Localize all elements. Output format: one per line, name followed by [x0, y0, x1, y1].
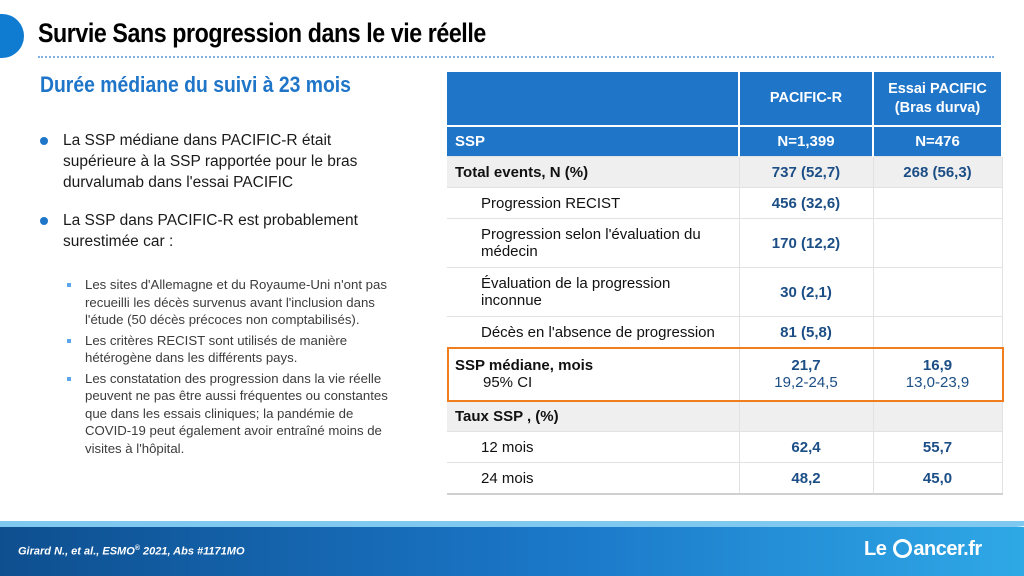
bullet-dot-icon [40, 137, 48, 145]
rate24-pacific-r: 48,2 [739, 462, 874, 495]
ssp-n-pacific-r: N=1,399 [739, 125, 874, 157]
table-row: Évaluation de la progression inconnue 30… [447, 267, 1003, 317]
row-value-pacific [873, 187, 1003, 219]
rate24-pacific: 45,0 [873, 462, 1003, 495]
total-events-pacific-r: 737 (52,7) [739, 156, 874, 188]
rate-label: Taux SSP , (%) [447, 400, 740, 432]
sub-bullet-item: Les sites d'Allemagne et du Royaume-Uni … [63, 276, 400, 329]
table-header-pacific-trial-line1: Essai PACIFIC [888, 80, 987, 97]
pfs-table: PACIFIC-R Essai PACIFIC (Bras durva) SSP… [447, 72, 1003, 495]
page-subtitle: Durée médiane du suivi à 23 mois [40, 72, 351, 97]
row-label: Progression RECIST [447, 187, 740, 219]
rate12-pacific-r: 62,4 [739, 431, 874, 463]
footer-bar [0, 527, 1024, 576]
table-row: Décès en l'absence de progression 81 (5,… [447, 316, 1003, 348]
table-row-rate: Taux SSP , (%) [447, 400, 1003, 432]
median-label: SSP médiane, mois [455, 357, 594, 374]
total-events-label: Total events, N (%) [447, 156, 740, 188]
rate24-label: 24 mois [447, 462, 740, 495]
sub-bullet-item: Les critères RECIST sont utilisés de man… [63, 332, 400, 367]
bullet-item: La SSP médiane dans PACIFIC-R était supé… [40, 130, 400, 193]
median-pacific-cell: 16,9 13,0-23,9 [873, 347, 1003, 401]
bullet-text: La SSP médiane dans PACIFIC-R était supé… [63, 132, 358, 191]
total-events-pacific: 268 (56,3) [873, 156, 1003, 188]
ssp-n-pacific: N=476 [873, 125, 1003, 157]
sub-bullet-item: Les constatation des progression dans la… [63, 370, 400, 458]
brand-text-b: ancer.fr [913, 538, 982, 560]
row-label: Évaluation de la progression inconnue [447, 267, 740, 317]
median-value-pacific: 16,9 [922, 357, 953, 374]
row-value-pacific [873, 218, 1003, 268]
table-row: Progression selon l'évaluation du médeci… [447, 218, 1003, 268]
ssp-label: SSP [447, 125, 740, 157]
row-value-pacific-r: 81 (5,8) [739, 316, 874, 348]
row-value-pacific [873, 267, 1003, 317]
median-label-cell: SSP médiane, mois 95% CI [447, 347, 740, 401]
table-row: Progression RECIST 456 (32,6) [447, 187, 1003, 219]
median-highlight-box [447, 347, 1004, 402]
citation: Girard N., et al., ESMO® 2021, Abs #1171… [18, 545, 245, 558]
rate-blank-1 [739, 400, 874, 432]
table-header-pacific-trial: Essai PACIFIC (Bras durva) [873, 72, 1003, 126]
citation-text-b: 2021, Abs #1171MO [139, 545, 245, 558]
citation-registered-mark: ® [134, 545, 140, 552]
corner-accent [0, 14, 24, 58]
row-label: Progression selon l'évaluation du médeci… [447, 218, 740, 268]
rate12-pacific: 55,7 [873, 431, 1003, 463]
table-header-blank [447, 72, 740, 126]
brand-circle-icon [893, 539, 913, 558]
row-value-pacific-r: 30 (2,1) [739, 267, 874, 317]
row-label: Décès en l'absence de progression [447, 316, 740, 348]
sub-bullet-square-icon [67, 376, 71, 381]
row-value-pacific-r: 170 (12,2) [739, 218, 874, 268]
brand-logo[interactable]: Le ancer.fr [864, 538, 982, 561]
sub-bullet-square-icon [67, 338, 71, 343]
ci-label: 95% CI [483, 374, 533, 391]
citation-text-a: Girard N., et al., ESMO [18, 545, 135, 558]
table-header-pacific-r: PACIFIC-R [739, 72, 874, 126]
row-value-pacific-r: 456 (32,6) [739, 187, 874, 219]
table-row-12-months: 12 mois 62,4 55,7 [447, 431, 1003, 463]
table-row-median-pfs: SSP médiane, mois 95% CI 21,7 19,2-24,5 … [447, 347, 1003, 401]
table-row-24-months: 24 mois 48,2 45,0 [447, 462, 1003, 495]
rate-blank-2 [873, 400, 1003, 432]
ci-value-pacific: 13,0-23,9 [905, 374, 970, 391]
sub-bullet-list: Les sites d'Allemagne et du Royaume-Uni … [63, 276, 400, 457]
page-title: Survie Sans progression dans le vie réel… [38, 18, 486, 48]
median-value-pacific-r: 21,7 [791, 357, 821, 374]
sub-bullet-text: Les constatation des progression dans la… [85, 370, 388, 456]
table-header-row: PACIFIC-R Essai PACIFIC (Bras durva) [447, 72, 1003, 126]
rate12-label: 12 mois [447, 431, 740, 463]
sub-bullet-square-icon [67, 283, 71, 287]
bullet-dot-icon [40, 217, 48, 225]
bullet-list: La SSP médiane dans PACIFIC-R était supé… [40, 130, 400, 460]
sub-bullet-text: Les sites d'Allemagne et du Royaume-Uni … [85, 277, 387, 327]
table-header-pacific-trial-line2: (Bras durva) [894, 99, 981, 116]
bullet-item: La SSP dans PACIFIC-R est probablement s… [40, 210, 400, 252]
table-row-total-events: Total events, N (%) 737 (52,7) 268 (56,3… [447, 156, 1003, 188]
title-divider [38, 56, 994, 58]
table-row-ssp: SSP N=1,399 N=476 [447, 125, 1003, 157]
bullet-text: La SSP dans PACIFIC-R est probablement s… [63, 212, 358, 250]
ci-value-pacific-r: 19,2-24,5 [774, 374, 838, 391]
row-value-pacific [873, 316, 1003, 348]
median-pacific-r-cell: 21,7 19,2-24,5 [739, 347, 874, 401]
sub-bullet-text: Les critères RECIST sont utilisés de man… [85, 332, 348, 366]
brand-text-a: Le [864, 538, 892, 560]
